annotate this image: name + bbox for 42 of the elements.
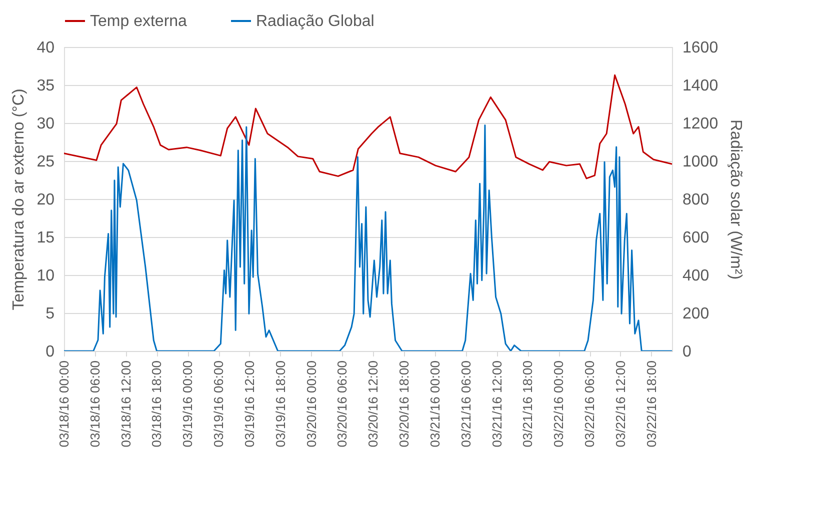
x-tick-label: 03/19/16 12:00 <box>242 360 257 448</box>
y2-tick-label: 600 <box>682 230 710 246</box>
y-tick-label: 15 <box>36 230 55 246</box>
x-tick-label: 03/21/16 18:00 <box>520 360 536 448</box>
x-tick-label: 03/18/16 12:00 <box>118 360 134 448</box>
x-tick-label: 03/21/16 12:00 <box>489 360 504 448</box>
y2-tick-label: 1000 <box>682 154 718 170</box>
y-tick-label: 10 <box>36 268 55 284</box>
y-tick-label: 35 <box>36 78 55 94</box>
y2-tick-label: 0 <box>682 344 692 360</box>
y2-tick-label: 1600 <box>682 40 718 56</box>
x-tick-label: 03/19/16 00:00 <box>180 360 196 448</box>
x-tick-label: 03/22/16 18:00 <box>644 360 659 448</box>
legend-label: Radiação Global <box>256 13 374 30</box>
y2-axis-title: Radiação solar (W/m²) <box>727 119 744 280</box>
y2-tick-label: 400 <box>682 268 710 284</box>
y-tick-label: 25 <box>36 154 55 170</box>
x-tick-label: 03/20/16 12:00 <box>366 360 381 448</box>
x-tick-label: 03/21/16 00:00 <box>427 360 442 448</box>
legend-label: Temp externa <box>90 13 188 30</box>
x-tick-label: 03/18/16 00:00 <box>56 360 72 448</box>
y-tick-label: 20 <box>36 192 55 208</box>
x-tick-label: 03/18/16 18:00 <box>149 360 164 448</box>
x-tick-label: 03/19/16 18:00 <box>272 360 288 448</box>
y-tick-label: 30 <box>36 116 55 132</box>
x-tick-label: 03/20/16 18:00 <box>396 360 412 448</box>
x-tick-label: 03/18/16 06:00 <box>87 360 102 448</box>
x-tick-label: 03/20/16 06:00 <box>334 360 350 448</box>
x-tick-label: 03/22/16 12:00 <box>612 360 628 448</box>
y-tick-label: 40 <box>36 40 55 56</box>
y-tick-label: 0 <box>46 344 55 360</box>
y2-tick-label: 800 <box>682 192 710 208</box>
y2-tick-label: 1200 <box>682 116 718 132</box>
x-tick-label: 03/20/16 00:00 <box>304 360 319 448</box>
y2-tick-label: 1400 <box>682 78 718 94</box>
x-tick-label: 03/22/16 00:00 <box>551 360 566 448</box>
x-tick-label: 03/19/16 06:00 <box>211 360 226 448</box>
x-tick-label: 03/21/16 06:00 <box>458 360 474 448</box>
y2-tick-label: 200 <box>682 306 710 322</box>
x-tick-label: 03/22/16 06:00 <box>582 360 598 448</box>
y-axis-title: Temperatura do ar externo (°C) <box>10 88 28 310</box>
y-tick-label: 5 <box>46 306 55 322</box>
